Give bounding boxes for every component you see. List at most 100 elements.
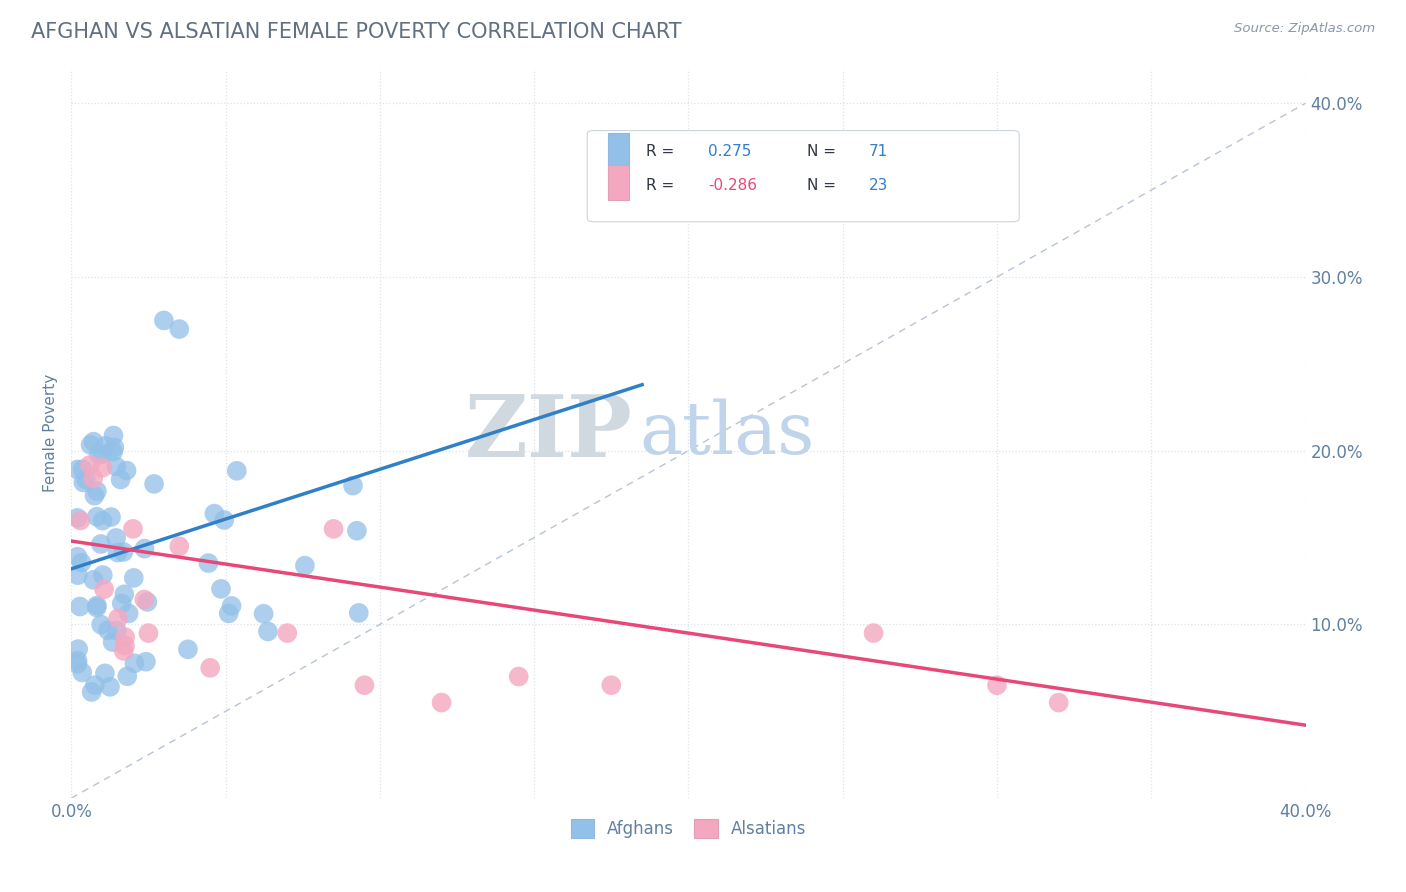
Point	[209, 582, 232, 596]
Point	[342, 478, 364, 492]
Point	[103, 440, 125, 454]
Point	[107, 545, 129, 559]
Point	[202, 507, 225, 521]
Point	[218, 607, 240, 621]
Point	[221, 599, 243, 613]
Point	[138, 626, 160, 640]
Point	[111, 597, 134, 611]
Point	[86, 484, 108, 499]
Point	[100, 510, 122, 524]
Point	[600, 678, 623, 692]
Point	[169, 322, 191, 336]
Text: N =: N =	[807, 145, 837, 159]
Point	[107, 611, 129, 625]
Point	[169, 539, 191, 553]
Point	[115, 463, 138, 477]
Point	[66, 568, 89, 582]
Point	[97, 624, 120, 638]
Point	[90, 537, 112, 551]
Point	[72, 462, 94, 476]
Point	[91, 447, 114, 461]
Point	[86, 600, 108, 615]
Point	[1047, 696, 1070, 710]
Point	[117, 607, 139, 621]
Text: ZIP: ZIP	[465, 392, 633, 475]
Point	[98, 680, 121, 694]
Point	[105, 459, 128, 474]
Point	[294, 558, 316, 573]
Point	[430, 696, 453, 710]
Point	[66, 549, 89, 564]
Point	[252, 607, 274, 621]
Point	[82, 573, 104, 587]
Point	[86, 509, 108, 524]
Point	[86, 599, 108, 613]
Text: N =: N =	[807, 178, 837, 193]
Point	[69, 514, 91, 528]
Point	[94, 666, 117, 681]
Point	[93, 582, 115, 597]
Point	[225, 464, 247, 478]
Point	[66, 511, 89, 525]
Text: R =: R =	[647, 178, 675, 193]
FancyBboxPatch shape	[609, 165, 628, 200]
Point	[986, 678, 1008, 692]
Text: atlas: atlas	[640, 398, 814, 468]
Point	[122, 571, 145, 585]
Point	[117, 669, 139, 683]
Point	[112, 644, 135, 658]
Point	[257, 624, 280, 639]
Point	[112, 545, 135, 559]
Point	[87, 448, 110, 462]
Text: R =: R =	[647, 145, 675, 159]
Point	[276, 626, 298, 640]
Text: Source: ZipAtlas.com: Source: ZipAtlas.com	[1234, 22, 1375, 36]
Point	[353, 678, 375, 692]
Point	[114, 630, 136, 644]
Point	[91, 460, 114, 475]
Legend: Afghans, Alsatians: Afghans, Alsatians	[564, 812, 813, 845]
Point	[103, 444, 125, 458]
Text: 0.275: 0.275	[709, 145, 752, 159]
Point	[83, 434, 105, 449]
Point	[66, 654, 89, 668]
Point	[103, 428, 125, 442]
Point	[862, 626, 884, 640]
Point	[66, 462, 89, 476]
Point	[135, 655, 157, 669]
Point	[82, 471, 104, 485]
Point	[136, 595, 159, 609]
Point	[67, 642, 90, 657]
Point	[79, 438, 101, 452]
Point	[198, 661, 221, 675]
Point	[105, 531, 128, 545]
Text: -0.286: -0.286	[709, 178, 758, 193]
Point	[110, 473, 132, 487]
FancyBboxPatch shape	[609, 133, 628, 168]
Text: 23: 23	[869, 178, 889, 193]
Point	[91, 514, 114, 528]
Point	[112, 587, 135, 601]
Point	[94, 439, 117, 453]
Point	[83, 678, 105, 692]
Point	[79, 458, 101, 472]
Point	[75, 473, 97, 487]
Point	[105, 624, 128, 638]
Point	[66, 657, 89, 671]
Text: 71: 71	[869, 145, 887, 159]
Y-axis label: Female Poverty: Female Poverty	[44, 375, 58, 492]
Point	[347, 606, 370, 620]
Text: AFGHAN VS ALSATIAN FEMALE POVERTY CORRELATION CHART: AFGHAN VS ALSATIAN FEMALE POVERTY CORREL…	[31, 22, 682, 42]
Point	[508, 669, 530, 683]
Point	[134, 592, 156, 607]
Point	[153, 313, 176, 327]
Point	[91, 568, 114, 582]
Point	[72, 475, 94, 490]
Point	[124, 657, 146, 671]
Point	[322, 522, 344, 536]
Point	[197, 556, 219, 570]
Point	[70, 556, 93, 570]
Point	[212, 513, 235, 527]
Point	[90, 617, 112, 632]
Point	[83, 489, 105, 503]
